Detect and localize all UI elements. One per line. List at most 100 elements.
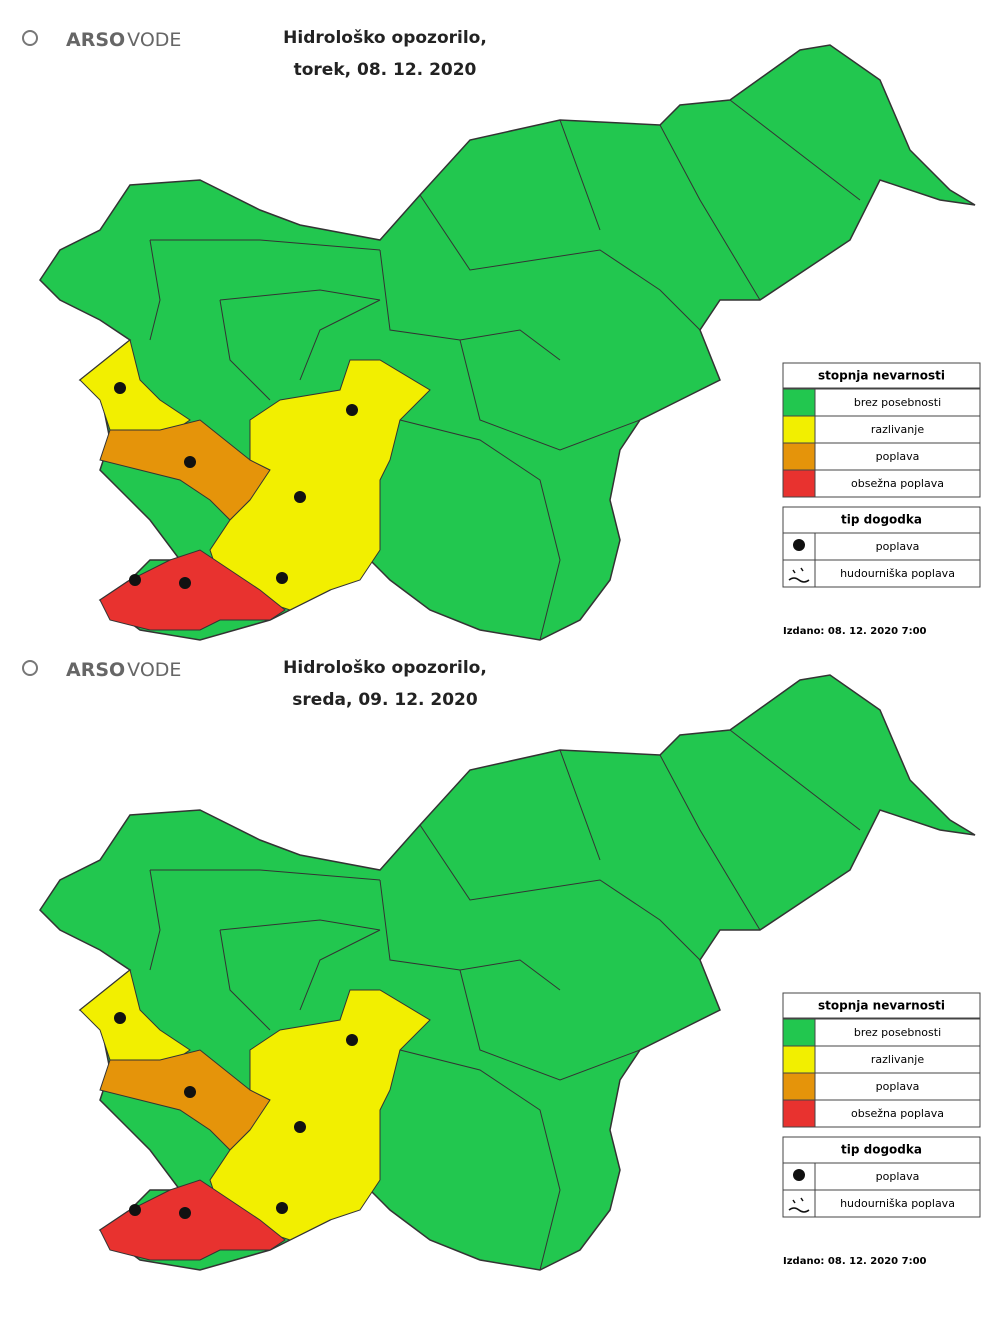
event-label: hudourniška poplava: [840, 567, 955, 580]
region-border: [149, 869, 161, 971]
legend-row: [782, 469, 981, 498]
region-border: [219, 929, 271, 1031]
map-title: Hidrološko opozorilo,: [283, 658, 487, 678]
region-border: [149, 239, 161, 341]
logo-sub: VODE: [127, 659, 181, 681]
logo: ARSO VODE: [66, 29, 181, 51]
region-border: [729, 99, 861, 201]
event-icon-cell: [782, 1189, 816, 1218]
event-icon: [793, 1169, 805, 1181]
legend-row: [782, 388, 981, 417]
region-border: [559, 119, 601, 231]
flood-icon: [294, 1121, 306, 1133]
flood-icon: [276, 1202, 288, 1214]
event-label: hudourniška poplava: [840, 1197, 955, 1210]
map-title: sreda, 09. 12. 2020: [292, 690, 478, 710]
event-icon-cell: [782, 532, 816, 561]
region-border: [459, 339, 641, 451]
legend-label: obsežna poplava: [851, 1107, 944, 1120]
region-border: [459, 969, 641, 1081]
legend-swatch: [782, 1018, 816, 1047]
flood-icon: [346, 1034, 358, 1046]
issued: Izdano: 08. 12. 2020 7:00: [783, 1256, 927, 1267]
region: [209, 989, 431, 1241]
legend-label: razlivanje: [871, 423, 924, 436]
logo-icon: [22, 660, 38, 676]
issued: Izdano: 08. 12. 2020 7:00: [783, 626, 927, 637]
region-border: [659, 124, 761, 301]
logo: ARSO VODE: [66, 659, 181, 681]
event-header: [782, 506, 981, 534]
panel: ARSO VODE Hidrološko opozorilo, torek, 08. …: [22, 28, 981, 641]
legend-swatch: [782, 388, 816, 417]
region: [79, 339, 191, 441]
legend-swatch: [782, 1045, 816, 1074]
region-border: [299, 929, 381, 1011]
map-title: torek, 08. 12. 2020: [294, 60, 477, 80]
flood-icon: [276, 572, 288, 584]
legend-title: stopnja nevarnosti: [818, 369, 945, 383]
event-icon-cell: [782, 559, 816, 588]
flood-icon: [129, 1204, 141, 1216]
event-row: [782, 1189, 981, 1218]
event-header: [782, 1136, 981, 1164]
flood-icon: [129, 574, 141, 586]
legend-row: [782, 415, 981, 444]
legend-row: [782, 1018, 981, 1047]
region-border: [219, 919, 381, 931]
logo-sub: VODE: [127, 29, 181, 51]
region-border: [419, 824, 701, 961]
logo-icon: [22, 30, 38, 46]
legend-row: [782, 1072, 981, 1101]
event-title: tip dogodka: [841, 513, 922, 527]
logo-brand: ARSO: [66, 659, 125, 681]
legend-swatch: [782, 1099, 816, 1128]
region-border: [559, 749, 601, 861]
region-border: [150, 869, 381, 881]
event-row: [782, 559, 981, 588]
map-title: Hidrološko opozorilo,: [283, 28, 487, 48]
region-border: [219, 289, 381, 301]
legend-label: obsežna poplava: [851, 477, 944, 490]
legend-swatch: [782, 442, 816, 471]
legend-label: razlivanje: [871, 1053, 924, 1066]
flood-icon: [114, 1012, 126, 1024]
region-border: [659, 754, 761, 931]
event-icon: [788, 567, 810, 583]
flood-icon: [184, 1086, 196, 1098]
legend-swatch: [782, 1072, 816, 1101]
legend-row: [782, 1099, 981, 1128]
region: [99, 549, 286, 631]
legend-title: stopnja nevarnosti: [818, 999, 945, 1013]
flood-icon: [346, 404, 358, 416]
region: [209, 359, 431, 611]
flood-icon: [179, 577, 191, 589]
region: [99, 1179, 286, 1261]
event-title: tip dogodka: [841, 1143, 922, 1157]
legend-row: [782, 442, 981, 471]
event-row: [782, 1162, 981, 1191]
legend-label: brez posebnosti: [854, 396, 941, 409]
event-label: poplava: [876, 540, 920, 553]
legend-label: poplava: [876, 1080, 920, 1093]
event-label: poplava: [876, 1170, 920, 1183]
event-icon: [793, 539, 805, 551]
region: [79, 969, 191, 1071]
legend-swatch: [782, 469, 816, 498]
region-border: [419, 194, 701, 331]
panel: ARSO VODE Hidrološko opozorilo, sreda, 09. …: [22, 658, 981, 1271]
region-border: [729, 729, 861, 831]
region-border: [399, 419, 561, 641]
event-icon: [788, 1197, 810, 1213]
legend-label: brez posebnosti: [854, 1026, 941, 1039]
logo-brand: ARSO: [66, 29, 125, 51]
flood-icon: [179, 1207, 191, 1219]
region-border: [399, 1049, 561, 1271]
flood-icon: [114, 382, 126, 394]
legend-header: [782, 362, 981, 389]
event-row: [782, 532, 981, 561]
legend-header: [782, 992, 981, 1019]
legend-swatch: [782, 415, 816, 444]
region-border: [299, 299, 381, 381]
